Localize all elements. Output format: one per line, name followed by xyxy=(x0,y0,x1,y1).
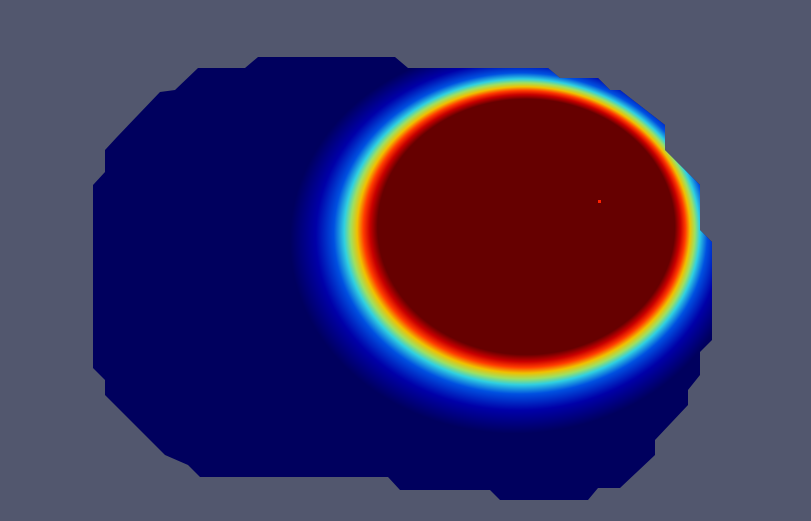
mesh xyxy=(93,57,712,500)
scalar-field xyxy=(290,57,712,434)
point-marker xyxy=(598,200,601,203)
